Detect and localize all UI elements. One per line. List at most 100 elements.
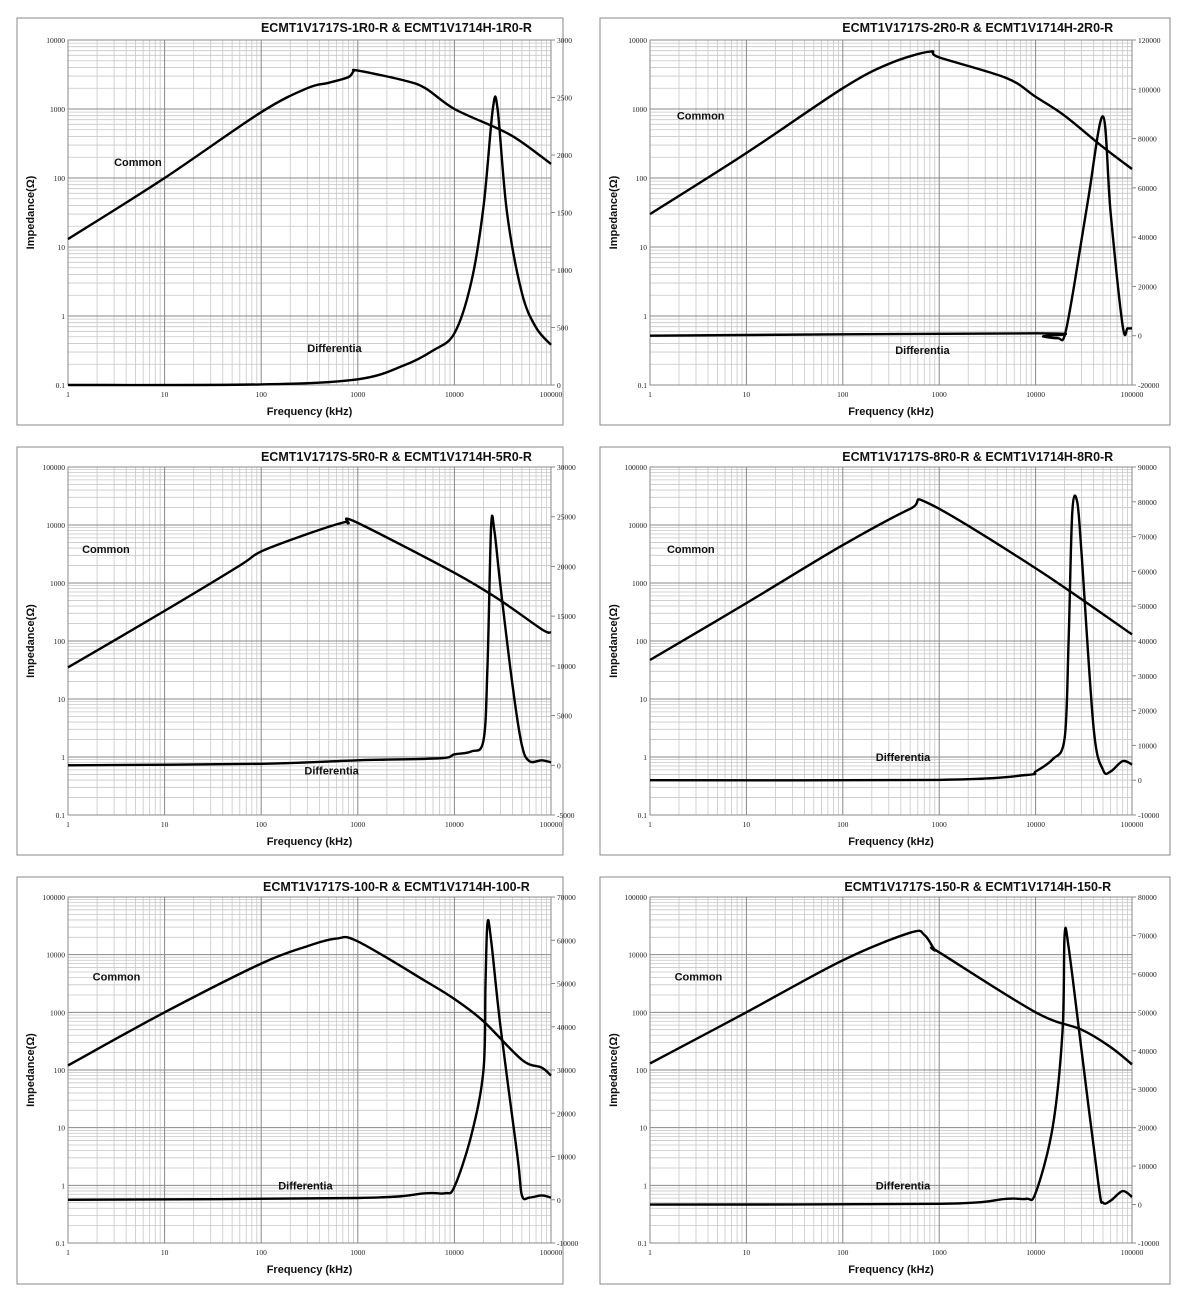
- x-axis-title: Frequency (kHz): [848, 836, 934, 848]
- x-tick-label: 1: [66, 390, 70, 399]
- chart-panel: 1 10 100 1000 10000 1000000.11101001000100001…: [599, 876, 1171, 1285]
- y2-tick-label: 60000: [1138, 184, 1157, 193]
- y2-tick-label: 70000: [1138, 931, 1157, 940]
- x-tick-label: 1000: [350, 820, 365, 829]
- x-tick-label: 1000: [350, 390, 365, 399]
- y2-tick-label: 500: [557, 324, 569, 333]
- y2-tick-label: 1500: [557, 209, 572, 218]
- y-axis-title: Impedance(Ω): [25, 175, 37, 249]
- series-label-common: Common: [93, 971, 141, 983]
- y-tick-label: 10000: [628, 951, 647, 960]
- y2-tick-label: 10000: [557, 662, 576, 671]
- y-tick-label: 100000: [43, 893, 66, 902]
- y2-tick-label: 2000: [557, 151, 572, 160]
- y2-tick-label: 80000: [1138, 135, 1157, 144]
- y2-tick-label: 40000: [557, 1023, 576, 1032]
- y2-tick-label: 0: [557, 381, 561, 390]
- y2-tick-label: -20000: [1138, 381, 1159, 390]
- y2-tick-label: 20000: [557, 562, 576, 571]
- series-label-common: Common: [675, 971, 723, 983]
- y-tick-label: 10000: [46, 951, 65, 960]
- chart-title: ECMT1V1717S-100-R & ECMT1V1714H-100-R: [263, 880, 530, 894]
- y2-tick-label: 20000: [557, 1109, 576, 1118]
- chart-title: ECMT1V1717S-5R0-R & ECMT1V1714H-5R0-R: [261, 450, 532, 464]
- series-label-differentia: Differentia: [304, 765, 359, 777]
- y2-tick-label: 30000: [1138, 672, 1157, 681]
- x-tick-label: 10: [161, 1248, 169, 1257]
- x-tick-label: 10: [743, 390, 751, 399]
- panel-border: [599, 17, 1171, 426]
- y2-tick-label: 30000: [557, 1066, 576, 1075]
- chart-title: ECMT1V1717S-150-R & ECMT1V1714H-150-R: [844, 880, 1111, 894]
- y2-tick-label: 10000: [1138, 1162, 1157, 1171]
- y-tick-label: 1: [61, 312, 65, 321]
- y2-tick-label: 1000: [557, 266, 572, 275]
- series-line-differentia: [67, 95, 552, 387]
- y-tick-label: 1000: [50, 1008, 65, 1017]
- x-tick-label: 1000: [932, 390, 947, 399]
- y-tick-label: 0.1: [638, 1239, 648, 1248]
- x-tick-label: 10000: [1026, 820, 1045, 829]
- series-line-differentia: [649, 926, 1133, 1206]
- x-tick-label: 1: [66, 820, 70, 829]
- x-tick-label: 100: [256, 390, 268, 399]
- chart-panel: 1 10 100 1000 10000 1000000.11101001000100001…: [599, 446, 1171, 856]
- y-tick-label: 10: [58, 695, 66, 704]
- chart-panel: 1 10 100 1000 10000 1000000.11101001000100001…: [16, 876, 578, 1285]
- chart-panel: 1 10 100 1000 10000 1000000.11101001000100000…: [16, 17, 572, 426]
- x-tick-label: 100: [837, 820, 849, 829]
- y-tick-label: 100: [54, 1066, 66, 1075]
- x-tick-label: 100: [837, 1248, 849, 1257]
- x-tick-label: 10000: [1026, 1248, 1045, 1257]
- y2-tick-label: 50000: [1138, 602, 1157, 611]
- chart-title: ECMT1V1717S-8R0-R & ECMT1V1714H-8R0-R: [842, 450, 1113, 464]
- y-axis-title: Impedance(Ω): [608, 175, 620, 249]
- series-label-differentia: Differentia: [876, 1180, 931, 1192]
- x-tick-label: 100000: [1121, 820, 1144, 829]
- y-axis-title: Impedance(Ω): [25, 1033, 37, 1107]
- y-tick-label: 10: [640, 695, 648, 704]
- x-tick-label: 100000: [540, 820, 563, 829]
- x-tick-label: 1000: [350, 1248, 365, 1257]
- y2-tick-label: 0: [557, 761, 561, 770]
- plot-area: [649, 896, 1133, 1244]
- y-tick-label: 100000: [625, 893, 648, 902]
- y2-tick-label: 60000: [1138, 567, 1157, 576]
- y2-tick-label: 30000: [1138, 1085, 1157, 1094]
- y2-tick-label: 70000: [557, 893, 576, 902]
- y-tick-label: 0.1: [56, 811, 66, 820]
- series-label-common: Common: [82, 544, 130, 556]
- y2-tick-label: 0: [1138, 1201, 1142, 1210]
- y2-tick-label: 50000: [557, 980, 576, 989]
- y2-tick-label: 40000: [1138, 637, 1157, 646]
- x-tick-label: 100000: [1121, 1248, 1144, 1257]
- y2-tick-label: 70000: [1138, 533, 1157, 542]
- series-label-differentia: Differentia: [278, 1180, 333, 1192]
- x-tick-label: 100000: [540, 1248, 563, 1257]
- y-tick-label: 10: [58, 1124, 66, 1133]
- y-tick-label: 100000: [43, 463, 66, 472]
- y2-tick-label: 60000: [1138, 970, 1157, 979]
- y-tick-label: 1000: [632, 579, 647, 588]
- y-tick-label: 1: [61, 753, 65, 762]
- y-tick-label: 1: [643, 312, 647, 321]
- chart-title: ECMT1V1717S-1R0-R & ECMT1V1714H-1R0-R: [261, 21, 532, 35]
- y-tick-label: 1000: [632, 1008, 647, 1017]
- y-tick-label: 10: [58, 243, 66, 252]
- y2-tick-label: 0: [557, 1196, 561, 1205]
- y-tick-label: 100: [636, 637, 648, 646]
- series-label-common: Common: [667, 544, 715, 556]
- y-tick-label: 1000: [632, 105, 647, 114]
- series-label-differentia: Differentia: [307, 343, 362, 355]
- y-tick-label: 10000: [628, 36, 647, 45]
- y2-tick-label: 5000: [557, 712, 572, 721]
- x-tick-label: 10: [161, 390, 169, 399]
- plot-area: [649, 466, 1133, 816]
- y-tick-label: 1: [643, 753, 647, 762]
- y-tick-label: 1: [61, 1181, 65, 1190]
- y2-tick-label: 100000: [1138, 85, 1161, 94]
- y-tick-label: 100000: [625, 463, 648, 472]
- x-tick-label: 100: [256, 1248, 268, 1257]
- y-tick-label: 1: [643, 1181, 647, 1190]
- x-tick-label: 1000: [932, 820, 947, 829]
